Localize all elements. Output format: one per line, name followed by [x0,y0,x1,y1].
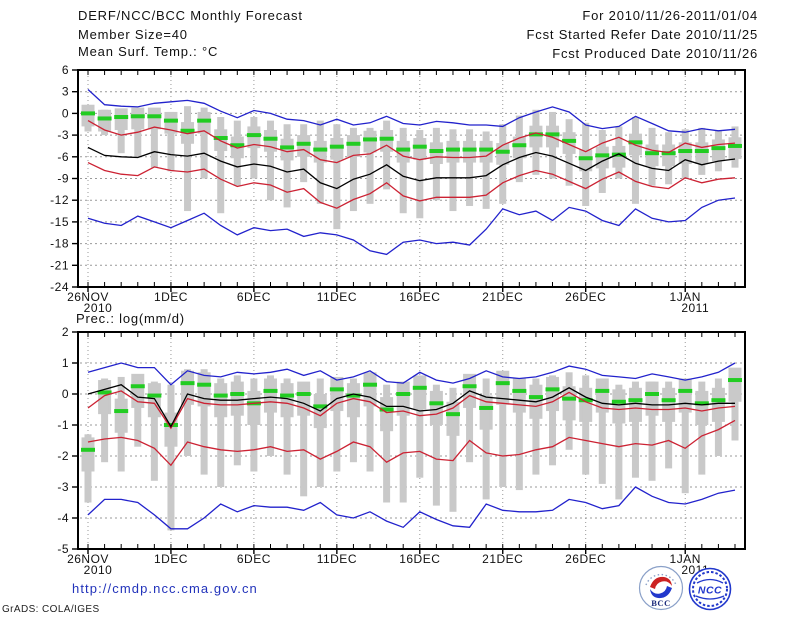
svg-text:0: 0 [62,387,69,401]
svg-text:-6: -6 [57,150,69,164]
header-produced-date: Fcst Produced Date 2010/11/26 [552,46,758,61]
svg-text:2: 2 [62,325,69,339]
svg-text:26NOV: 26NOV [67,552,109,566]
bcc-swirl-blue [650,586,672,599]
svg-text:1JAN: 1JAN [670,552,701,566]
prec-frame [77,331,746,550]
header-title: DERF/NCC/BCC Monthly Forecast [78,8,303,23]
svg-text:2010: 2010 [84,301,113,315]
svg-text:26DEC: 26DEC [565,290,606,304]
prec-chart-title: Prec.: log(mm/d) [76,311,185,326]
svg-text:11DEC: 11DEC [317,290,357,304]
temp-axis-ticks [87,71,736,286]
svg-text:-24: -24 [50,280,69,294]
svg-text:-4: -4 [57,511,69,525]
svg-text:21DEC: 21DEC [482,290,523,304]
prec-ensemble-mean-line [87,383,735,428]
prec-spread-lower-line [87,419,736,467]
prec-axis-ticks [87,333,736,548]
svg-text:-21: -21 [50,258,69,272]
svg-text:0: 0 [62,106,69,120]
svg-text:16DEC: 16DEC [399,552,440,566]
header-left: DERF/NCC/BCC Monthly Forecast Member Size… [78,6,303,44]
svg-text:6DEC: 6DEC [237,290,271,304]
footer-url[interactable]: http://cmdp.ncc.cma.gov.cn [72,581,258,596]
bcc-ring-text-decoration [645,573,677,586]
temp-spread-boxes [81,104,742,230]
svg-text:2011: 2011 [681,301,709,315]
svg-text:1JAN: 1JAN [670,290,701,304]
svg-text:6: 6 [62,63,69,77]
svg-text:6DEC: 6DEC [237,552,271,566]
svg-text:-5: -5 [57,542,69,556]
temp-observation-dash [81,111,742,161]
svg-text:-3: -3 [57,480,69,494]
bcc-logo-icon: BCC [638,565,684,611]
prec-ensemble-max-line [87,362,736,386]
svg-text:3: 3 [62,85,69,99]
svg-text:26DEC: 26DEC [565,552,606,566]
svg-text:2010: 2010 [84,563,113,577]
prec-y-axis-labels: -5 -4 -3 -2 -1 0 1 2 [57,325,78,556]
svg-text:21DEC: 21DEC [482,552,523,566]
prec-spread-boxes [81,367,742,531]
svg-text:1: 1 [62,356,69,370]
ncc-logo-text: NCC [698,585,722,597]
header-right: For 2010/11/26-2011/01/04 Fcst Started Re… [527,6,758,63]
ncc-logo-icon: NCC [688,567,732,611]
svg-text:1DEC: 1DEC [154,290,188,304]
bcc-swirl-red [650,576,672,589]
header-member-size: Member Size=40 [78,27,188,42]
temp-spread-upper-line [87,120,736,164]
prec-ensemble-min-line [87,486,736,530]
svg-text:-9: -9 [57,172,69,186]
temp-chart-title: Mean Surf. Temp.: °C [78,44,219,59]
prec-spread-upper-line [87,390,736,430]
ncc-wreath-decoration [692,571,728,607]
svg-text:-2: -2 [57,449,69,463]
temp-y-axis-labels: -24 -21 -18 -15 -12 -9 -6 -3 0 3 6 [50,63,78,294]
svg-text:11DEC: 11DEC [317,552,357,566]
svg-text:1DEC: 1DEC [154,552,188,566]
svg-text:-12: -12 [50,193,69,207]
temp-ensemble-min-line [87,197,736,256]
temp-ensemble-max-line [87,89,736,133]
prec-observation-dash [81,378,742,452]
svg-text:-1: -1 [57,418,69,432]
grads-credit: GrADS: COLA/IGES [2,604,100,615]
header-refer-date: Fcst Started Refer Date 2010/11/25 [526,27,758,42]
svg-text:-18: -18 [50,237,69,251]
svg-text:26NOV: 26NOV [67,290,109,304]
prec-grid [80,334,743,547]
temp-spread-lower-line [87,162,736,209]
header-valid-range: For 2010/11/26-2011/01/04 [582,8,758,23]
svg-text:16DEC: 16DEC [399,290,440,304]
bcc-logo-text: BCC [651,598,670,608]
svg-text:-3: -3 [57,128,69,142]
svg-text:-15: -15 [50,215,69,229]
temp-ensemble-mean-line [87,146,736,190]
